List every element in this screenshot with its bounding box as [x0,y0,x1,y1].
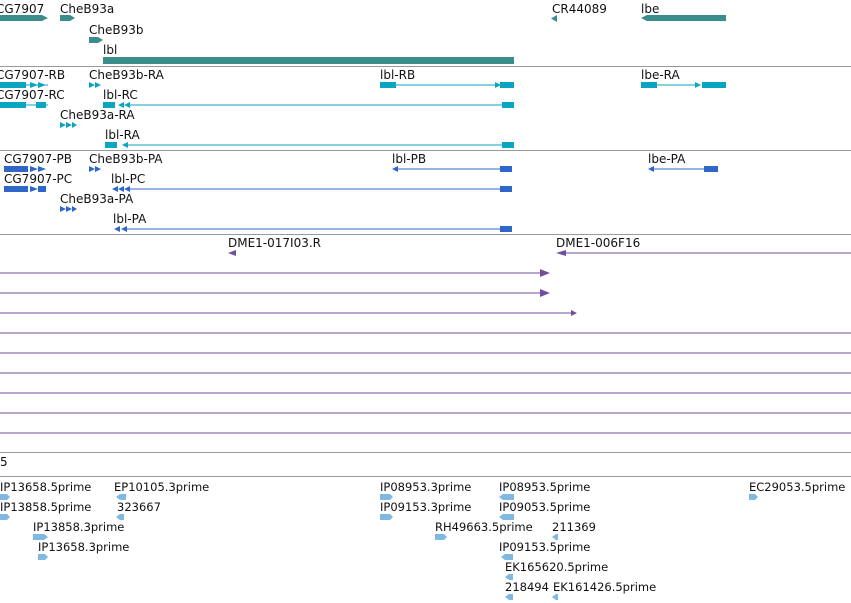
gene-label[interactable]: lbe [641,2,660,16]
protein-label[interactable]: CheB93b-PA [89,152,163,166]
gene-label[interactable]: CG7907 [0,2,45,16]
track-divider [0,66,851,67]
est-label[interactable]: 218494 [505,580,549,594]
est-label[interactable]: EC29053.5prime [749,480,846,494]
transcript-label[interactable]: CheB93a-RA [60,108,135,122]
est-label[interactable]: 211369 [552,520,596,534]
transcript-label[interactable]: lbl-RB [380,68,416,82]
track-divider [0,452,851,453]
gene-cg7907-glyph[interactable] [0,15,48,21]
gene-cheb93b-glyph[interactable] [89,37,103,43]
gene-cr44089-glyph[interactable] [551,15,557,22]
est-label[interactable]: EK161426.5prime [553,580,657,594]
clipped-track-label: 5 [0,455,8,469]
transcript-label[interactable]: CheB93b-RA [89,68,164,82]
protein-glyphs[interactable] [4,166,718,232]
gene-label[interactable]: CheB93b [89,23,144,37]
est-label[interactable]: IP09053.5prime [499,500,591,514]
est-label[interactable]: IP13858.3prime [33,520,125,534]
gene-label[interactable]: lbl [103,43,118,57]
est-label[interactable]: IP13658.5prime [0,480,92,494]
gene-glyphs[interactable] [0,15,726,64]
est-label[interactable]: IP09153.5prime [499,540,591,554]
est-label[interactable]: IP08953.5prime [499,480,591,494]
protein-label[interactable]: lbl-PA [113,212,147,226]
est-label[interactable]: IP13658.3prime [38,540,130,554]
gene-lbe-glyph[interactable] [641,15,726,21]
est-glyphs[interactable] [0,494,758,600]
est-label[interactable]: IP13858.5prime [0,500,92,514]
protein-label[interactable]: lbe-PA [648,152,686,166]
clone-label[interactable]: DME1-006F16 [556,236,641,250]
transcript-label[interactable]: CG7907-RC [0,88,65,102]
track-divider [0,150,851,151]
protein-label[interactable]: lbl-PC [111,172,146,186]
est-label[interactable]: 323667 [117,500,161,514]
transcript-label[interactable]: lbl-RA [105,128,140,142]
transcript-glyphs[interactable] [0,82,726,148]
est-label[interactable]: RH49663.5prime [435,520,533,534]
protein-label[interactable]: CG7907-PB [4,152,73,166]
clone-label[interactable]: DME1-017I03.R [228,236,322,250]
gene-lbl-glyph[interactable] [103,57,514,64]
track-divider [0,234,851,235]
est-label[interactable]: EK165620.5prime [505,560,609,574]
protein-label[interactable]: CG7907-PC [4,172,73,186]
gene-cheb93a-glyph[interactable] [60,15,75,21]
gene-label[interactable]: CheB93a [60,2,115,16]
gene-label[interactable]: CR44089 [552,2,607,16]
transcript-label[interactable]: CG7907-RB [0,68,66,82]
est-label[interactable]: EP10105.3prime [114,480,210,494]
est-label[interactable]: IP08953.3prime [380,480,472,494]
protein-label[interactable]: CheB93a-PA [60,192,134,206]
transcript-label[interactable]: lbe-RA [641,68,680,82]
clone-glyphs[interactable] [0,250,851,434]
transcript-label[interactable]: lbl-RC [103,88,138,102]
track-divider [0,476,851,477]
protein-label[interactable]: lbl-PB [392,152,427,166]
est-label[interactable]: IP09153.3prime [380,500,472,514]
